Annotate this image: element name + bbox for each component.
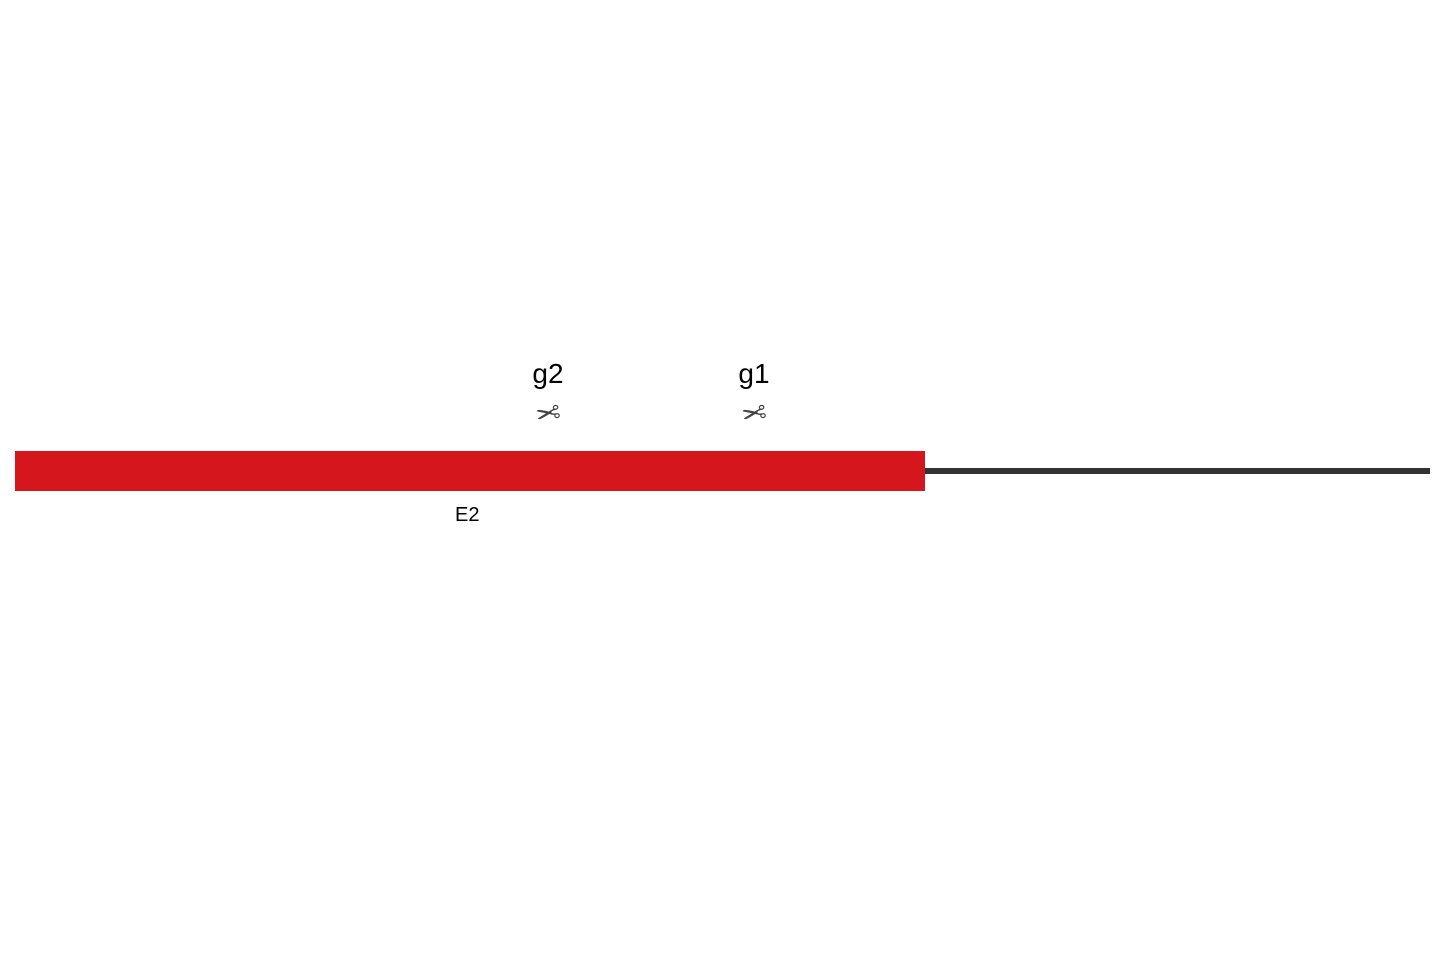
guide-label-g2: g2 — [518, 360, 578, 388]
exon-label: E2 — [455, 504, 479, 527]
scissors-icon: ✂ — [533, 394, 563, 428]
guide-g1: g1 ✂ — [724, 360, 784, 426]
intron-line — [925, 468, 1430, 474]
exon-bar — [15, 451, 925, 491]
guide-g2: g2 ✂ — [518, 360, 578, 426]
guide-label-g1: g1 — [724, 360, 784, 388]
scissors-icon: ✂ — [739, 394, 769, 428]
